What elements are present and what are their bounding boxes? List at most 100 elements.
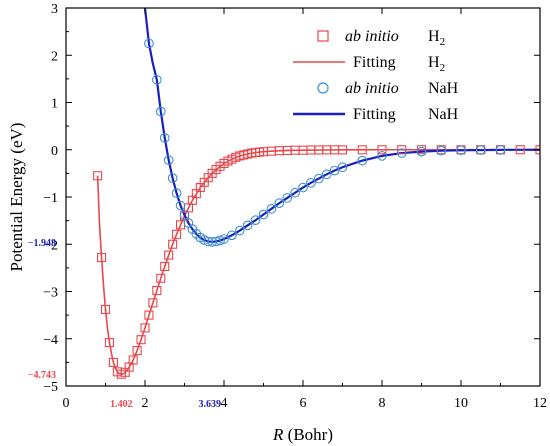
x-tick-label-2: 4 <box>221 396 228 411</box>
data-point-2-20 <box>234 225 245 236</box>
legend-label-0: ab initio <box>345 28 399 45</box>
data-point-0-4 <box>108 357 118 367</box>
annotation-label-1: −1.948 <box>28 238 56 249</box>
legend-item-3: Fitting NaH <box>293 106 459 123</box>
data-point-2-2 <box>155 106 166 117</box>
data-point-2-8 <box>179 210 190 220</box>
data-point-2-27 <box>290 187 300 198</box>
data-point-2-36 <box>396 148 407 158</box>
plot-frame <box>65 7 541 387</box>
data-point-0-1 <box>97 252 107 263</box>
data-point-2-21 <box>242 220 253 231</box>
data-point-2-25 <box>274 198 285 208</box>
data-point-2-38 <box>436 145 447 156</box>
data-point-0-17 <box>160 261 170 272</box>
data-point-0-19 <box>168 239 178 249</box>
data-point-2-39 <box>456 145 466 156</box>
data-point-2-41 <box>495 144 506 155</box>
legend-item-0: ab initio H2 <box>317 28 445 48</box>
x-tick-label-0: 0 <box>63 396 70 411</box>
data-point-2-28 <box>298 182 308 193</box>
legend-swatch-2 <box>317 82 329 94</box>
y-tick-label-0: −5 <box>43 380 58 395</box>
data-point-0-55 <box>397 145 407 155</box>
data-point-0-11 <box>136 335 146 345</box>
x-tick-label-4: 8 <box>379 396 386 411</box>
data-point-2-3 <box>159 133 170 143</box>
data-point-2-6 <box>171 188 182 199</box>
data-point-2-17 <box>215 235 225 246</box>
data-point-2-26 <box>282 193 293 203</box>
x-tick-label-3: 6 <box>300 396 307 411</box>
y-tick-label-1: −4 <box>43 333 58 348</box>
series-line-3 <box>143 8 540 243</box>
data-point-0-15 <box>152 286 162 296</box>
legend-species-2: NaH <box>428 80 459 97</box>
legend-item-1: Fitting H2 <box>293 54 445 74</box>
legend-species-0: H2 <box>428 28 445 48</box>
data-point-2-22 <box>250 215 261 226</box>
data-point-2-35 <box>377 151 387 161</box>
data-point-2-31 <box>321 169 332 180</box>
data-point-0-12 <box>140 323 150 333</box>
y-axis-title: Potential Energy (eV) <box>7 123 26 272</box>
data-point-0-9 <box>128 355 138 365</box>
legend-label-1: Fitting <box>353 54 396 71</box>
y-tick-label-5: 0 <box>51 144 58 159</box>
data-point-2-14 <box>203 236 214 247</box>
annotation-label-3: 3.639 <box>198 399 221 410</box>
data-point-0-13 <box>144 310 154 320</box>
data-point-2-32 <box>329 165 340 176</box>
annotation-label-0: −4.743 <box>28 370 56 381</box>
data-point-2-5 <box>167 173 178 183</box>
data-point-2-4 <box>163 155 174 165</box>
y-tick-label-6: 1 <box>51 97 58 112</box>
y-tick-label-2: −3 <box>43 286 58 301</box>
legend-label-3: Fitting <box>353 106 396 123</box>
data-point-2-29 <box>306 177 316 188</box>
data-point-2-1 <box>152 74 162 85</box>
y-tick-label-7: 2 <box>51 49 58 64</box>
data-point-0-0 <box>93 171 103 181</box>
x-tick-label-5: 10 <box>454 396 468 411</box>
data-point-2-40 <box>475 145 486 155</box>
data-point-0-61 <box>515 145 525 155</box>
data-point-2-19 <box>227 230 237 241</box>
plot-area <box>93 8 540 379</box>
data-point-0-52 <box>337 145 348 155</box>
y-tick-label-4: −1 <box>43 191 58 206</box>
legend-label-2: ab initio <box>345 80 399 97</box>
x-tick-label-1: 2 <box>142 396 149 411</box>
data-point-2-15 <box>207 236 217 247</box>
data-point-0-14 <box>148 298 158 308</box>
data-point-0-2 <box>100 304 111 315</box>
y-tick-label-3: −2 <box>43 238 58 253</box>
data-point-0-54 <box>377 145 387 155</box>
data-point-2-23 <box>258 209 269 220</box>
y-tick-label-8: 3 <box>51 2 58 17</box>
legend-species-3: NaH <box>428 106 459 123</box>
data-point-2-18 <box>219 234 229 244</box>
data-point-2-33 <box>337 162 348 173</box>
data-point-2-30 <box>313 173 324 184</box>
data-point-2-7 <box>175 200 186 211</box>
data-point-0-3 <box>104 337 114 348</box>
data-point-2-24 <box>266 203 277 214</box>
annotation-label-2: 1.402 <box>110 399 133 410</box>
data-point-2-34 <box>357 155 368 166</box>
legend-swatch-0 <box>317 30 329 42</box>
data-point-0-18 <box>164 250 174 260</box>
x-axis-title: R (Bohr) <box>272 425 333 444</box>
data-point-0-10 <box>132 346 142 356</box>
data-point-2-0 <box>144 38 154 49</box>
series-line-1 <box>96 148 540 375</box>
data-point-0-16 <box>156 273 166 283</box>
legend-item-2: ab initio NaH <box>317 80 459 97</box>
x-tick-label-6: 12 <box>533 396 547 411</box>
data-point-0-53 <box>357 145 367 155</box>
data-point-2-37 <box>416 146 427 157</box>
data-point-0-20 <box>172 229 182 239</box>
legend-species-1: H2 <box>428 54 445 74</box>
